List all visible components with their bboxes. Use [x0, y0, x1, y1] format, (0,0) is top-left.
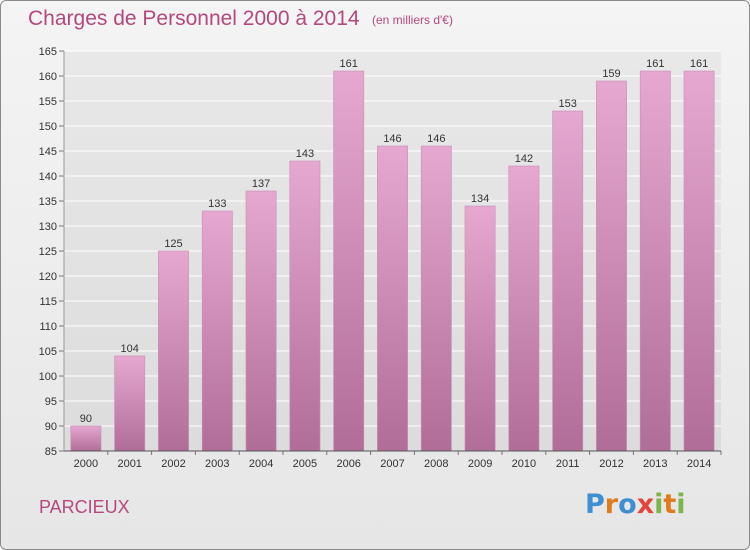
bar-value-label: 104 [121, 343, 139, 355]
y-tick-label: 150 [39, 121, 57, 133]
y-tick-label: 85 [45, 446, 57, 458]
y-tick-label: 120 [39, 271, 57, 283]
logo-letter: r [604, 489, 619, 520]
bar [464, 205, 496, 452]
x-tick-label: 2001 [117, 458, 141, 470]
y-tick-label: 155 [39, 96, 57, 108]
chart-subtitle: (en milliers d'€) [372, 13, 453, 27]
x-tick-label: 2003 [205, 458, 229, 470]
logo-letter: i [676, 489, 686, 520]
logo-letter: o [618, 489, 637, 520]
bar-value-label: 146 [427, 133, 445, 145]
x-axis-ticks: 2000 2001 2002 2003 2004 2005 2006 2007 2008 2009… [74, 451, 722, 470]
y-tick-label: 160 [39, 71, 57, 83]
y-tick-label: 95 [45, 396, 57, 408]
chart-title: Charges de Personnel 2000 à 2014 [28, 7, 360, 30]
bar [596, 80, 627, 452]
bar [552, 110, 584, 452]
value-labels: 90 104 125 133 137 143 161 146 146 134 142 153 159 16… [80, 58, 709, 425]
bar-value-label: 143 [296, 148, 314, 160]
bar-value-label: 137 [252, 178, 270, 190]
x-tick-label: 2011 [556, 458, 580, 470]
bar-value-label: 133 [208, 198, 226, 210]
y-tick-label: 100 [39, 371, 57, 383]
bar [289, 160, 321, 452]
logo-letter: i [654, 489, 664, 520]
bar-value-label: 159 [602, 68, 620, 80]
bar [639, 70, 671, 452]
x-tick-label: 2010 [512, 458, 536, 470]
bars-group [70, 70, 715, 452]
bar [377, 145, 408, 452]
x-tick-label: 2007 [380, 458, 404, 470]
bar-value-label: 134 [471, 193, 489, 205]
bar-value-label: 125 [164, 238, 182, 250]
bar [158, 250, 189, 452]
bar-value-label: 161 [646, 58, 664, 70]
x-tick-label: 2004 [249, 458, 273, 470]
y-tick-label: 110 [39, 321, 57, 333]
y-tick-label: 90 [45, 421, 57, 433]
logo-letter: P [585, 489, 605, 520]
proxiti-logo: Proxiti [585, 489, 686, 520]
x-tick-label: 2014 [687, 458, 711, 470]
y-tick-label: 105 [39, 346, 57, 358]
bar [333, 70, 365, 452]
x-tick-label: 2012 [599, 458, 623, 470]
bar [420, 145, 452, 452]
bar [70, 425, 102, 452]
y-tick-label: 135 [39, 196, 57, 208]
y-tick-label: 165 [39, 46, 57, 58]
bar [201, 210, 233, 452]
bar-value-label: 146 [383, 133, 401, 145]
y-tick-label: 125 [39, 246, 57, 258]
x-tick-label: 2005 [293, 458, 317, 470]
logo-letter: t [663, 489, 677, 520]
x-tick-label: 2006 [336, 458, 360, 470]
bar-value-label: 90 [80, 413, 92, 425]
bar-value-label: 161 [690, 58, 708, 70]
bar [508, 165, 540, 452]
y-tick-label: 140 [39, 171, 57, 183]
bar-value-label: 153 [559, 98, 577, 110]
y-tick-label: 145 [39, 146, 57, 158]
x-tick-label: 2002 [161, 458, 185, 470]
bar-value-label: 161 [340, 58, 358, 70]
x-tick-label: 2009 [468, 458, 492, 470]
bar [245, 190, 277, 452]
x-tick-label: 2013 [643, 458, 667, 470]
bar [114, 355, 146, 452]
y-axis-ticks: 85 90 95 100 105 110 115 120 125 130 135 140 145 150 1… [39, 46, 64, 458]
bar-value-label: 142 [515, 153, 533, 165]
y-tick-label: 130 [39, 221, 57, 233]
y-tick-label: 115 [39, 296, 57, 308]
commune-name: PARCIEUX [39, 497, 130, 517]
x-tick-label: 2008 [424, 458, 448, 470]
logo-letter: x [636, 489, 655, 520]
bar [683, 70, 715, 452]
x-tick-label: 2000 [74, 458, 98, 470]
